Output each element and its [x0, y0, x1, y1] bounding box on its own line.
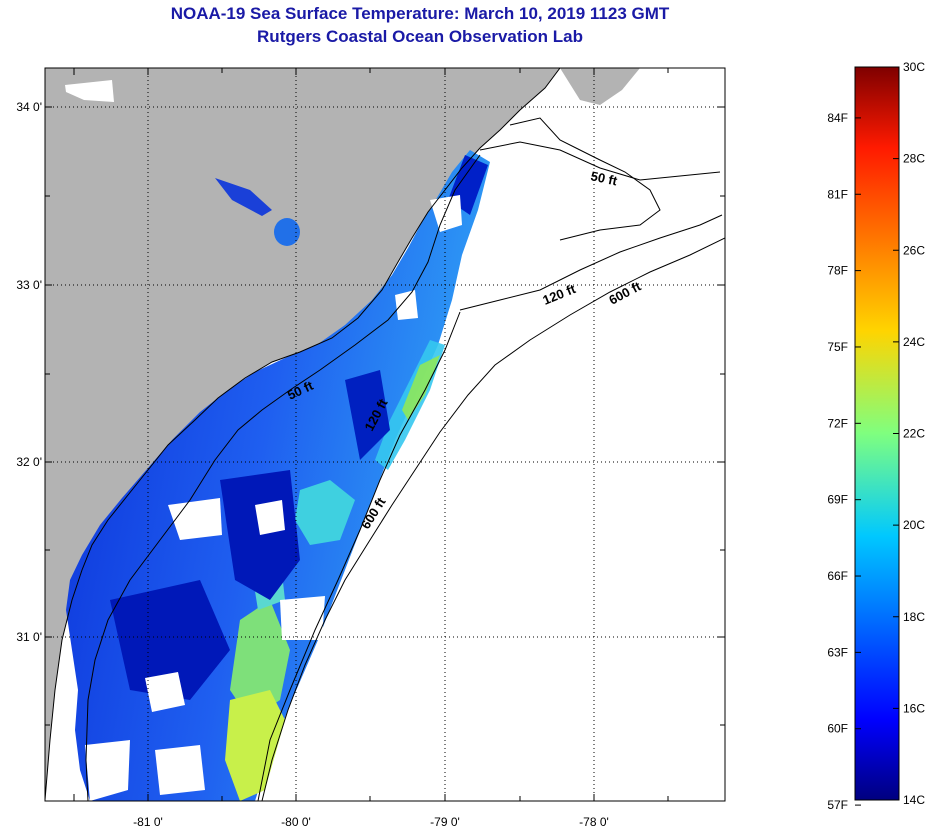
colorbar-fahrenheit-label: 63F: [827, 645, 848, 659]
map-subtitle: Rutgers Coastal Ocean Observation Lab: [257, 27, 583, 46]
inland-water-patch: [274, 218, 300, 246]
colorbar-fahrenheit-label: 57F: [827, 798, 848, 812]
colorbar-celsius-label: 14C: [903, 793, 925, 807]
lon-label: -80 0': [281, 815, 311, 829]
colorbar-fahrenheit-label: 69F: [827, 493, 848, 507]
contour-50ft: [85, 141, 721, 801]
lat-label: 34 0': [16, 100, 42, 114]
lat-label: 32 0': [16, 455, 42, 469]
cloud-gap: [155, 745, 205, 795]
warm-patch: [230, 600, 290, 720]
map-title: NOAA-19 Sea Surface Temperature: March 1…: [170, 4, 670, 23]
graticule: [45, 68, 725, 801]
cloud-gap: [168, 498, 222, 540]
contour-120ft: [257, 214, 723, 801]
warm-patch: [225, 690, 285, 801]
colorbar-fahrenheit-label: 66F: [827, 569, 848, 583]
warm-patch: [295, 480, 355, 545]
lon-label: -81 0': [133, 815, 163, 829]
lat-label: 33 0': [16, 278, 42, 292]
map-border: [44, 67, 726, 802]
colorbar-celsius-label: 16C: [903, 701, 925, 715]
cloud-gap: [145, 672, 185, 712]
colorbar-celsius-label: 24C: [903, 335, 925, 349]
colorbar: [854, 66, 900, 801]
lat-label: 31 0': [16, 630, 42, 644]
colorbar-fahrenheit-label: 84F: [827, 111, 848, 125]
cloud-gap: [280, 596, 325, 640]
colorbar-fahrenheit-label: 75F: [827, 340, 848, 354]
cloud-gap: [65, 80, 114, 102]
colorbar-fahrenheit-label: 78F: [827, 264, 848, 278]
cloud-gap: [85, 740, 130, 801]
colorbar-celsius-label: 28C: [903, 152, 925, 166]
cold-patch: [110, 580, 230, 700]
land-ne: [560, 68, 640, 105]
colorbar-fahrenheit-label: 81F: [827, 187, 848, 201]
colorbar-celsius-label: 20C: [903, 518, 925, 532]
contour-label-50ft: 50 ft: [589, 168, 619, 188]
cloud-gap: [255, 500, 285, 535]
axis-ticks: [45, 68, 725, 801]
colorbar-celsius-label: 26C: [903, 243, 925, 257]
warm-patch: [402, 355, 440, 420]
cloud-gap: [395, 290, 418, 320]
coastline: [45, 68, 561, 801]
cloud-gap: [430, 195, 462, 232]
coastline-ne: [509, 117, 661, 241]
colorbar-celsius-label: 18C: [903, 610, 925, 624]
colorbar-fahrenheit-label: 72F: [827, 416, 848, 430]
colorbar-celsius-label: 22C: [903, 427, 925, 441]
cold-patch: [345, 370, 390, 460]
inland-water-patch: [215, 178, 272, 216]
lon-label: -79 0': [430, 815, 460, 829]
lon-label: -78 0': [579, 815, 609, 829]
colorbar-fahrenheit-label: 60F: [827, 722, 848, 736]
contour-600ft: [261, 237, 725, 801]
land-mass: [45, 68, 560, 800]
colorbar-celsius-label: 30C: [903, 60, 925, 74]
